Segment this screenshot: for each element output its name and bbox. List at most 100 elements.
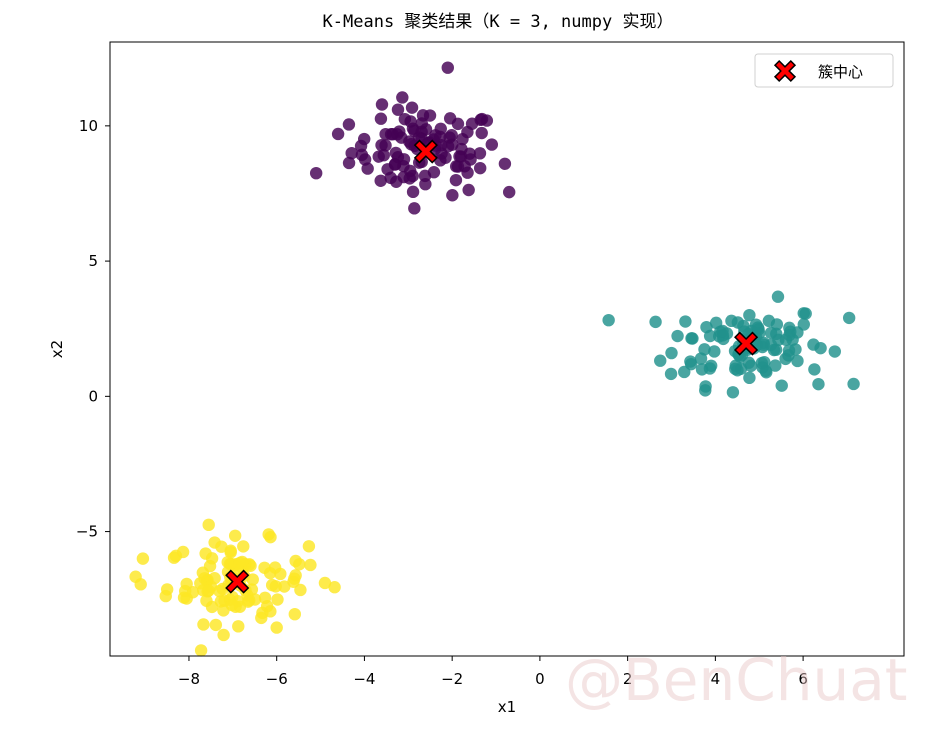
data-point-cluster-2 <box>278 580 291 593</box>
data-point-cluster-0 <box>502 185 516 199</box>
data-point-cluster-1 <box>671 329 684 343</box>
legend-x-icon <box>773 59 797 83</box>
data-point-cluster-0 <box>345 146 358 160</box>
data-point-cluster-1 <box>708 345 721 358</box>
data-point-cluster-1 <box>767 343 781 357</box>
data-point-cluster-1 <box>847 377 860 391</box>
data-point-cluster-1 <box>771 290 785 303</box>
data-point-cluster-2 <box>302 540 316 553</box>
x-tick-label: 4 <box>711 670 721 688</box>
data-point-cluster-2 <box>318 576 332 590</box>
data-point-cluster-0 <box>375 98 389 111</box>
y-tick-label: 10 <box>79 117 98 135</box>
data-point-cluster-0 <box>473 161 487 175</box>
data-point-cluster-1 <box>807 338 820 351</box>
data-point-cluster-0 <box>361 162 374 175</box>
centers-layer <box>225 139 759 594</box>
data-point-cluster-2 <box>263 566 277 580</box>
data-point-cluster-1 <box>698 343 711 356</box>
data-point-cluster-0 <box>441 61 454 74</box>
data-point-cluster-1 <box>684 357 698 371</box>
data-point-cluster-2 <box>194 577 207 590</box>
y-tick-label: −5 <box>76 523 98 541</box>
data-point-cluster-2 <box>194 644 208 657</box>
y-tick-label: 0 <box>88 387 98 405</box>
data-point-cluster-1 <box>679 315 692 328</box>
data-point-cluster-1 <box>743 371 756 385</box>
data-point-cluster-2 <box>235 555 249 569</box>
data-point-cluster-0 <box>384 128 398 141</box>
data-point-cluster-2 <box>265 578 279 592</box>
data-point-cluster-1 <box>699 384 712 397</box>
data-point-cluster-2 <box>214 595 228 608</box>
y-axis-label: x2 <box>48 340 66 358</box>
data-point-cluster-2 <box>180 577 193 591</box>
data-point-cluster-0 <box>375 138 388 152</box>
data-point-cluster-0 <box>309 166 323 180</box>
data-point-cluster-1 <box>664 367 678 381</box>
data-point-cluster-1 <box>726 386 740 399</box>
points-layer <box>129 61 860 657</box>
data-point-cluster-1 <box>703 329 717 343</box>
x-axis-label: x1 <box>498 698 516 716</box>
data-point-cluster-2 <box>225 598 238 612</box>
data-point-cluster-0 <box>458 160 471 173</box>
data-point-cluster-0 <box>415 125 428 139</box>
data-point-cluster-0 <box>403 135 416 148</box>
data-point-cluster-1 <box>686 332 699 345</box>
data-point-cluster-0 <box>374 174 387 187</box>
data-point-cluster-1 <box>602 313 615 327</box>
data-point-cluster-0 <box>473 147 487 160</box>
data-point-cluster-0 <box>355 148 369 162</box>
x-tick-label: −4 <box>353 670 375 688</box>
cluster-center-2 <box>225 569 250 594</box>
data-point-cluster-0 <box>397 153 411 166</box>
data-point-cluster-1 <box>769 359 782 372</box>
data-point-cluster-2 <box>208 536 221 549</box>
data-point-cluster-1 <box>797 307 810 320</box>
data-point-cluster-2 <box>255 611 268 625</box>
data-point-cluster-1 <box>782 344 796 357</box>
data-point-cluster-2 <box>169 549 183 563</box>
data-point-cluster-0 <box>451 117 465 131</box>
data-point-cluster-0 <box>342 156 356 170</box>
data-point-cluster-2 <box>237 540 250 553</box>
data-point-cluster-0 <box>384 171 397 185</box>
data-point-cluster-1 <box>731 364 744 377</box>
data-point-cluster-2 <box>224 546 237 559</box>
data-point-cluster-0 <box>446 138 459 151</box>
data-point-cluster-0 <box>419 177 432 191</box>
data-point-cluster-1 <box>759 364 772 377</box>
cluster-center-1 <box>734 331 759 356</box>
data-point-cluster-1 <box>665 346 678 360</box>
data-point-cluster-0 <box>331 127 345 141</box>
data-point-cluster-0 <box>475 126 488 140</box>
data-point-cluster-0 <box>445 128 458 142</box>
data-point-cluster-2 <box>221 555 234 569</box>
data-point-cluster-0 <box>406 169 419 183</box>
legend: 簇中心 <box>754 53 894 88</box>
data-point-cluster-2 <box>197 618 210 631</box>
data-point-cluster-0 <box>398 112 412 126</box>
x-axis-ticks: −8 −6 −4 −2 0 2 4 6 <box>178 656 808 688</box>
data-point-cluster-0 <box>439 151 452 164</box>
data-point-cluster-2 <box>199 547 212 560</box>
data-point-cluster-0 <box>485 138 499 151</box>
data-point-cluster-2 <box>202 584 215 597</box>
data-point-cluster-0 <box>462 183 475 197</box>
data-point-cluster-0 <box>406 185 420 199</box>
data-point-cluster-2 <box>304 558 317 572</box>
data-point-cluster-0 <box>427 166 441 179</box>
data-point-cluster-2 <box>196 566 210 579</box>
data-point-cluster-0 <box>446 189 459 202</box>
cluster-center-0 <box>413 139 438 164</box>
data-point-cluster-1 <box>743 308 756 322</box>
data-point-cluster-2 <box>328 581 341 594</box>
data-point-cluster-1 <box>842 311 856 325</box>
data-point-cluster-2 <box>264 530 277 544</box>
data-point-cluster-0 <box>434 122 447 135</box>
data-point-cluster-1 <box>695 363 709 376</box>
data-point-cluster-1 <box>764 326 778 340</box>
data-point-cluster-0 <box>405 101 419 114</box>
